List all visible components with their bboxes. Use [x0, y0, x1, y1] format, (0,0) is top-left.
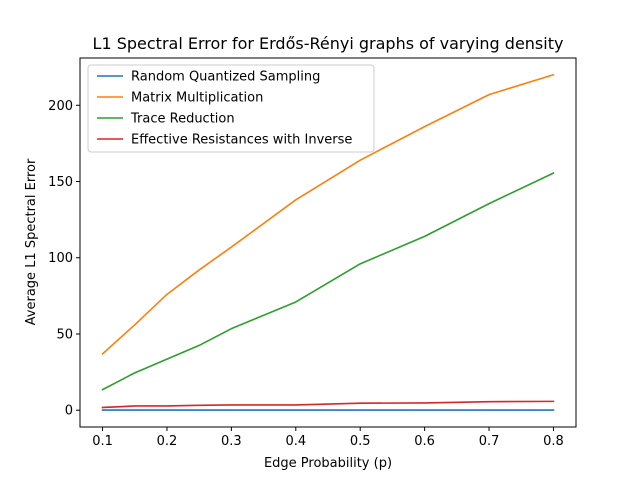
y-tick-label: 100 [48, 251, 73, 266]
x-tick-label: 0.8 [543, 434, 564, 449]
legend: Random Quantized Sampling Matrix Multipli… [87, 64, 375, 153]
legend-entries: Random Quantized Sampling Matrix Multipli… [97, 70, 352, 148]
legend-label: Random Quantized Sampling [131, 70, 320, 85]
x-tick-label: 0.1 [92, 434, 113, 449]
x-tick-label: 0.3 [221, 434, 242, 449]
x-tick-label: 0.6 [414, 434, 435, 449]
plot-frame [79, 57, 577, 428]
series-layer [101, 73, 555, 411]
x-axis: 0.1 0.2 0.3 0.4 0.5 0.6 0.7 0.8 [92, 427, 564, 449]
series-line-matrix-multiplication [101, 73, 555, 355]
y-tick-label: 150 [48, 175, 73, 190]
y-tick-label: 0 [65, 404, 73, 419]
y-tick-label: 50 [56, 327, 73, 342]
legend-label: Effective Resistances with Inverse [131, 133, 352, 148]
legend-box [87, 64, 375, 153]
series-line-trace-reduction [101, 172, 555, 391]
chart-title: L1 Spectral Error for Erdős-Rényi graphs… [93, 34, 564, 53]
legend-label: Trace Reduction [130, 112, 235, 127]
series-line-effective-resistances-with-inverse [101, 400, 555, 409]
y-axis-label: Average L1 Spectral Error [24, 158, 39, 325]
x-tick-label: 0.4 [285, 434, 306, 449]
x-tick-label: 0.7 [479, 434, 500, 449]
x-axis-label: Edge Probability (p) [264, 456, 392, 471]
legend-label: Matrix Multiplication [131, 91, 263, 106]
x-tick-label: 0.5 [350, 434, 371, 449]
y-axis: 0 50 100 150 200 [48, 99, 80, 419]
y-tick-label: 200 [48, 99, 73, 114]
x-tick-label: 0.2 [157, 434, 178, 449]
